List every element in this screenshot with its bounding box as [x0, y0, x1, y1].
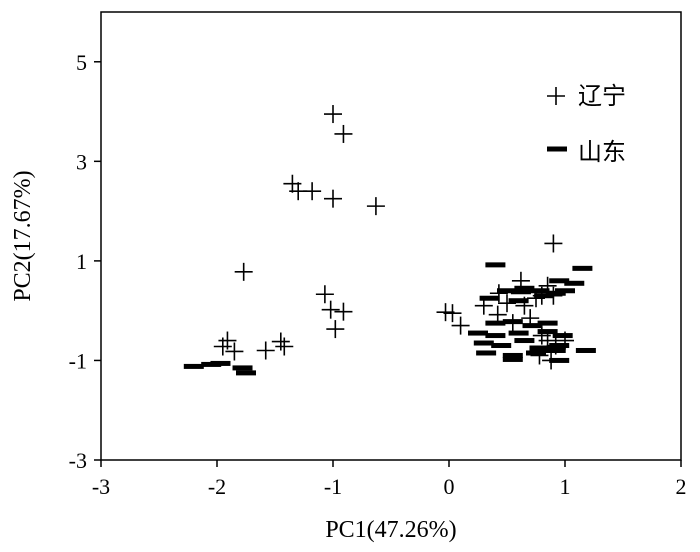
point-shandong [485, 333, 506, 339]
point-shandong [476, 350, 497, 356]
point-liaoning [326, 320, 345, 339]
point-shandong [526, 350, 546, 356]
point-shandong [545, 347, 566, 353]
point-shandong [510, 289, 531, 295]
point-liaoning [366, 197, 385, 216]
point-shandong [522, 323, 543, 329]
point-shandong [529, 288, 550, 294]
axis-ticks: -3 -2 -1 0 1 2 -3 -1 1 3 5 [69, 50, 687, 499]
y-tick-label: 3 [76, 149, 87, 174]
point-liaoning [324, 189, 342, 208]
point-shandong [537, 320, 558, 326]
data-points [183, 105, 596, 376]
point-shandong [508, 330, 529, 336]
y-tick-label: 1 [76, 249, 87, 274]
point-shandong [479, 295, 500, 301]
point-shandong [514, 338, 535, 344]
point-liaoning [256, 341, 275, 360]
point-liaoning [324, 105, 342, 124]
point-liaoning [303, 182, 322, 201]
point-liaoning [315, 285, 334, 304]
y-tick-label: 5 [76, 50, 87, 75]
point-shandong [497, 288, 517, 294]
point-shandong [485, 262, 506, 268]
point-shandong [529, 345, 550, 351]
y-tick-label: -1 [69, 348, 87, 373]
point-liaoning [451, 316, 470, 335]
legend-label-liaoning: 辽宁 [578, 82, 626, 110]
y-tick-label: -3 [69, 448, 87, 473]
point-shandong [552, 333, 573, 339]
legend-label-shandong: 山东 [578, 138, 626, 166]
point-liaoning [321, 300, 340, 319]
point-shandong [508, 298, 529, 304]
x-tick-label: -1 [324, 474, 342, 499]
point-liaoning [213, 337, 232, 356]
point-shandong [236, 370, 256, 376]
point-liaoning [275, 337, 294, 356]
legend-dash-marker [547, 146, 567, 152]
x-tick-label: -2 [208, 474, 226, 499]
point-shandong [564, 280, 585, 286]
x-tick-label: -3 [92, 474, 110, 499]
point-shandong [210, 360, 231, 366]
x-tick-label: 0 [444, 474, 455, 499]
point-liaoning [225, 342, 244, 361]
y-axis-title: PC2(17.67%) [10, 170, 36, 301]
point-shandong [502, 352, 523, 358]
plot-frame [100, 11, 682, 461]
legend-marker-shandong [547, 146, 567, 152]
point-liaoning [234, 262, 253, 281]
point-shandong [473, 340, 494, 346]
point-liaoning [544, 234, 563, 253]
point-shandong [575, 347, 596, 353]
point-liaoning [271, 332, 290, 351]
point-liaoning [334, 302, 353, 321]
point-shandong [502, 319, 523, 325]
point-liaoning [334, 124, 353, 143]
legend: 辽宁 山东 [547, 82, 626, 166]
x-axis-title: PC1(47.26%) [325, 517, 456, 543]
point-shandong [549, 343, 570, 349]
point-shandong [549, 357, 570, 363]
point-shandong [468, 330, 488, 336]
x-tick-label: 2 [676, 474, 687, 499]
legend-plus-marker [547, 87, 565, 105]
point-liaoning [443, 304, 462, 323]
point-shandong [514, 285, 535, 291]
point-shandong [537, 329, 558, 335]
point-shandong [183, 363, 204, 369]
point-shandong [502, 356, 523, 362]
point-shandong [555, 288, 575, 294]
point-shandong [572, 265, 593, 271]
point-shandong [534, 293, 555, 299]
point-shandong [549, 278, 570, 284]
point-shandong [491, 343, 512, 349]
point-liaoning [436, 303, 455, 322]
x-tick-label: 1 [560, 474, 571, 499]
point-shandong [485, 320, 506, 326]
point-shandong [232, 365, 253, 371]
legend-marker-liaoning [547, 87, 565, 105]
